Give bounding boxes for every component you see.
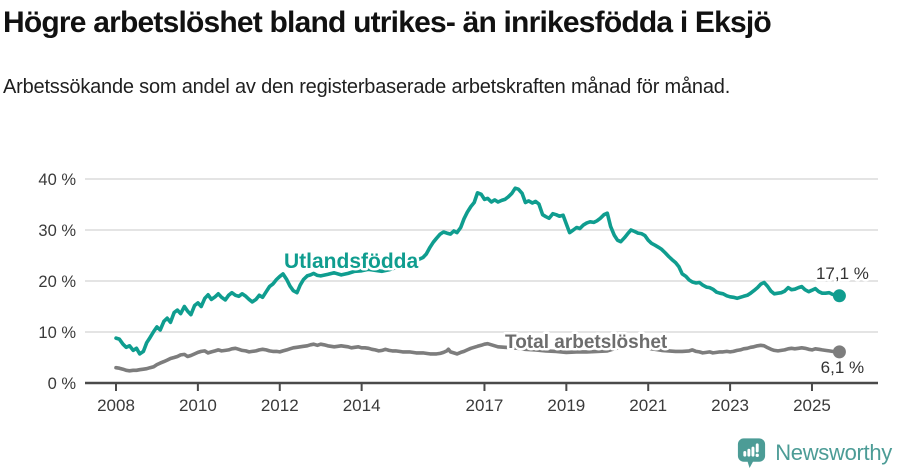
series-end-dot-utlandsfodda — [832, 289, 846, 303]
x-axis-label: 2023 — [711, 396, 749, 415]
x-axis-label: 2017 — [466, 396, 504, 415]
x-axis-label: 2008 — [97, 396, 135, 415]
end-value-label-utlandsfodda: 17,1 % — [816, 264, 869, 283]
brand-name: Newsworthy — [775, 439, 892, 465]
chart-subtitle: Arbetssökande som andel av den registerb… — [3, 76, 731, 98]
newsworthy-logo: Newsworthy — [735, 436, 892, 469]
x-axis-label: 2010 — [179, 396, 217, 415]
series-label-total: Total arbetslöshet — [505, 332, 668, 353]
x-axis-label: 2014 — [343, 396, 381, 415]
x-axis-label: 2025 — [793, 396, 831, 415]
series-line-total — [114, 341, 842, 373]
y-axis-label: 0 % — [48, 375, 77, 393]
y-axis-label: 20 % — [38, 273, 76, 291]
series-end-dot-total — [832, 345, 846, 359]
series-line-utlandsfodda — [114, 186, 842, 356]
x-axis-label: 2012 — [261, 396, 299, 415]
x-axis-label: 2021 — [629, 396, 667, 415]
y-axis-label: 40 % — [38, 171, 76, 189]
page-title: Högre arbetslöshet bland utrikes- än inr… — [3, 6, 772, 39]
end-value-label-total: 6,1 % — [821, 358, 864, 377]
bar-chart-speech-bubble-icon — [738, 438, 766, 469]
series-label-utlandsfodda: Utlandsfödda — [284, 250, 418, 273]
x-axis-label: 2019 — [547, 396, 585, 415]
y-axis-label: 10 % — [38, 324, 76, 342]
y-axis-label: 30 % — [38, 222, 76, 240]
